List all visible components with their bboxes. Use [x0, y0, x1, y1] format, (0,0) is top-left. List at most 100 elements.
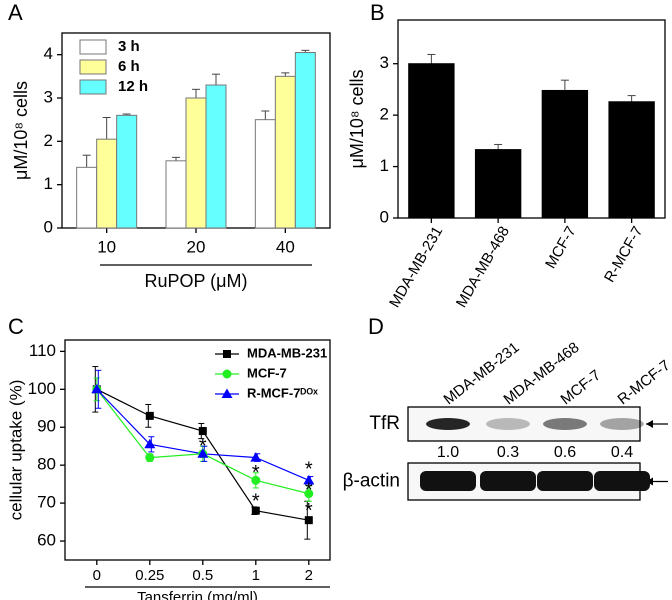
x-tick-label: MCF-7	[542, 223, 580, 271]
legend-label: 3 h	[118, 38, 140, 55]
bar	[274, 75, 296, 229]
point	[304, 489, 314, 499]
x-tick-label: 0	[93, 567, 101, 584]
lane-label: R-MCF-7	[614, 357, 672, 408]
bar	[165, 160, 187, 229]
legend-label: MCF-7	[247, 365, 287, 380]
tfr-band	[543, 418, 587, 430]
bar	[205, 84, 227, 229]
x-tick-label: MDA-MB-468	[453, 223, 513, 310]
bar	[474, 149, 522, 219]
legend-marker	[222, 369, 232, 379]
bar	[608, 101, 655, 219]
point	[145, 453, 155, 463]
y-tick-label: 3	[44, 87, 53, 106]
y-tick-label: 0	[44, 217, 53, 236]
y-tick-label: 0	[380, 207, 389, 226]
point	[303, 474, 315, 485]
band-value-label: 1.0	[437, 444, 459, 461]
y-tick-label: 3	[380, 53, 389, 72]
annotation: *	[305, 479, 313, 501]
y-tick-label: 110	[29, 341, 56, 360]
arrow-head	[646, 420, 653, 428]
point	[91, 383, 103, 394]
row-label: β-actin	[343, 471, 400, 492]
point	[144, 438, 156, 449]
point	[250, 452, 262, 462]
x-tick-label: 10	[97, 237, 116, 256]
tfr-band	[486, 418, 530, 430]
legend-marker	[223, 350, 231, 358]
legend-swatch	[79, 59, 107, 75]
band-value-label: 0.3	[497, 444, 519, 461]
x-tick-label: 1	[252, 567, 260, 584]
y-tick-label: 60	[37, 531, 56, 550]
y-axis-title: μM/10⁸ cells	[11, 81, 31, 180]
annotation: *	[252, 462, 260, 484]
row-label: TfR	[369, 413, 400, 434]
bar	[254, 119, 276, 229]
x-tick-label: MDA-MB-231	[386, 223, 446, 310]
actin-band	[480, 471, 536, 491]
tfr-band	[426, 418, 470, 430]
x-tick-label: 0.5	[192, 567, 213, 584]
legend-label: R-MCF-7ᴰᴼˣ	[247, 385, 318, 400]
y-tick-label: 1	[44, 174, 53, 193]
x-tick-label: 2	[305, 567, 313, 584]
actin-band	[594, 471, 650, 491]
panel-label: D	[368, 314, 384, 339]
y-axis-title: cellular uptake (%)	[6, 380, 25, 521]
point	[198, 427, 207, 436]
tfr-band	[600, 418, 644, 430]
annotation: *	[199, 436, 207, 458]
bar	[294, 52, 316, 229]
panel-label: B	[370, 0, 385, 25]
lane-label: MCF-7	[557, 367, 604, 409]
y-tick-label: 100	[28, 379, 56, 398]
plot-frame	[397, 19, 666, 219]
point	[145, 411, 154, 420]
x-axis-title: Tansferrin (mg/ml)	[137, 589, 258, 600]
y-tick-label: 90	[37, 417, 56, 436]
point	[251, 475, 261, 485]
annotation: *	[252, 491, 260, 513]
actin-band	[420, 471, 476, 491]
bar	[408, 63, 455, 219]
annotation: *	[305, 458, 313, 480]
legend-marker	[221, 388, 233, 398]
plot-frame	[64, 339, 331, 561]
legend-label: MDA-MB-231	[247, 345, 327, 360]
x-axis-title: RuPOP (μM)	[144, 271, 247, 291]
panel-label: C	[8, 314, 24, 339]
x-tick-label: R-MCF-7	[601, 223, 647, 285]
x-tick-label: 20	[187, 237, 206, 256]
legend-swatch	[79, 79, 107, 95]
y-tick-label: 1	[380, 156, 389, 175]
x-tick-label: 40	[276, 237, 295, 256]
annotation: *	[305, 500, 313, 522]
legend-label: 6 h	[118, 58, 140, 75]
legend-swatch	[79, 39, 107, 55]
y-tick-label: 4	[44, 44, 53, 63]
y-tick-label: 80	[37, 455, 56, 474]
actin-band	[537, 471, 593, 491]
y-tick-label: 2	[44, 131, 53, 150]
y-tick-label: 2	[380, 105, 389, 124]
y-tick-label: 70	[37, 493, 56, 512]
band-value-label: 0.6	[554, 444, 576, 461]
panel-label: A	[8, 0, 23, 25]
point	[251, 506, 260, 515]
band-value-label: 0.4	[611, 444, 633, 461]
bar	[185, 97, 207, 229]
bar	[96, 138, 118, 229]
point	[197, 448, 209, 458]
legend-label: 12 h	[118, 78, 148, 95]
bar	[76, 166, 98, 229]
bar	[116, 114, 138, 229]
y-axis-title: μM/10⁸ cells	[347, 70, 367, 169]
x-tick-label: 0.25	[135, 567, 164, 584]
bar	[541, 89, 589, 219]
point	[304, 516, 313, 525]
